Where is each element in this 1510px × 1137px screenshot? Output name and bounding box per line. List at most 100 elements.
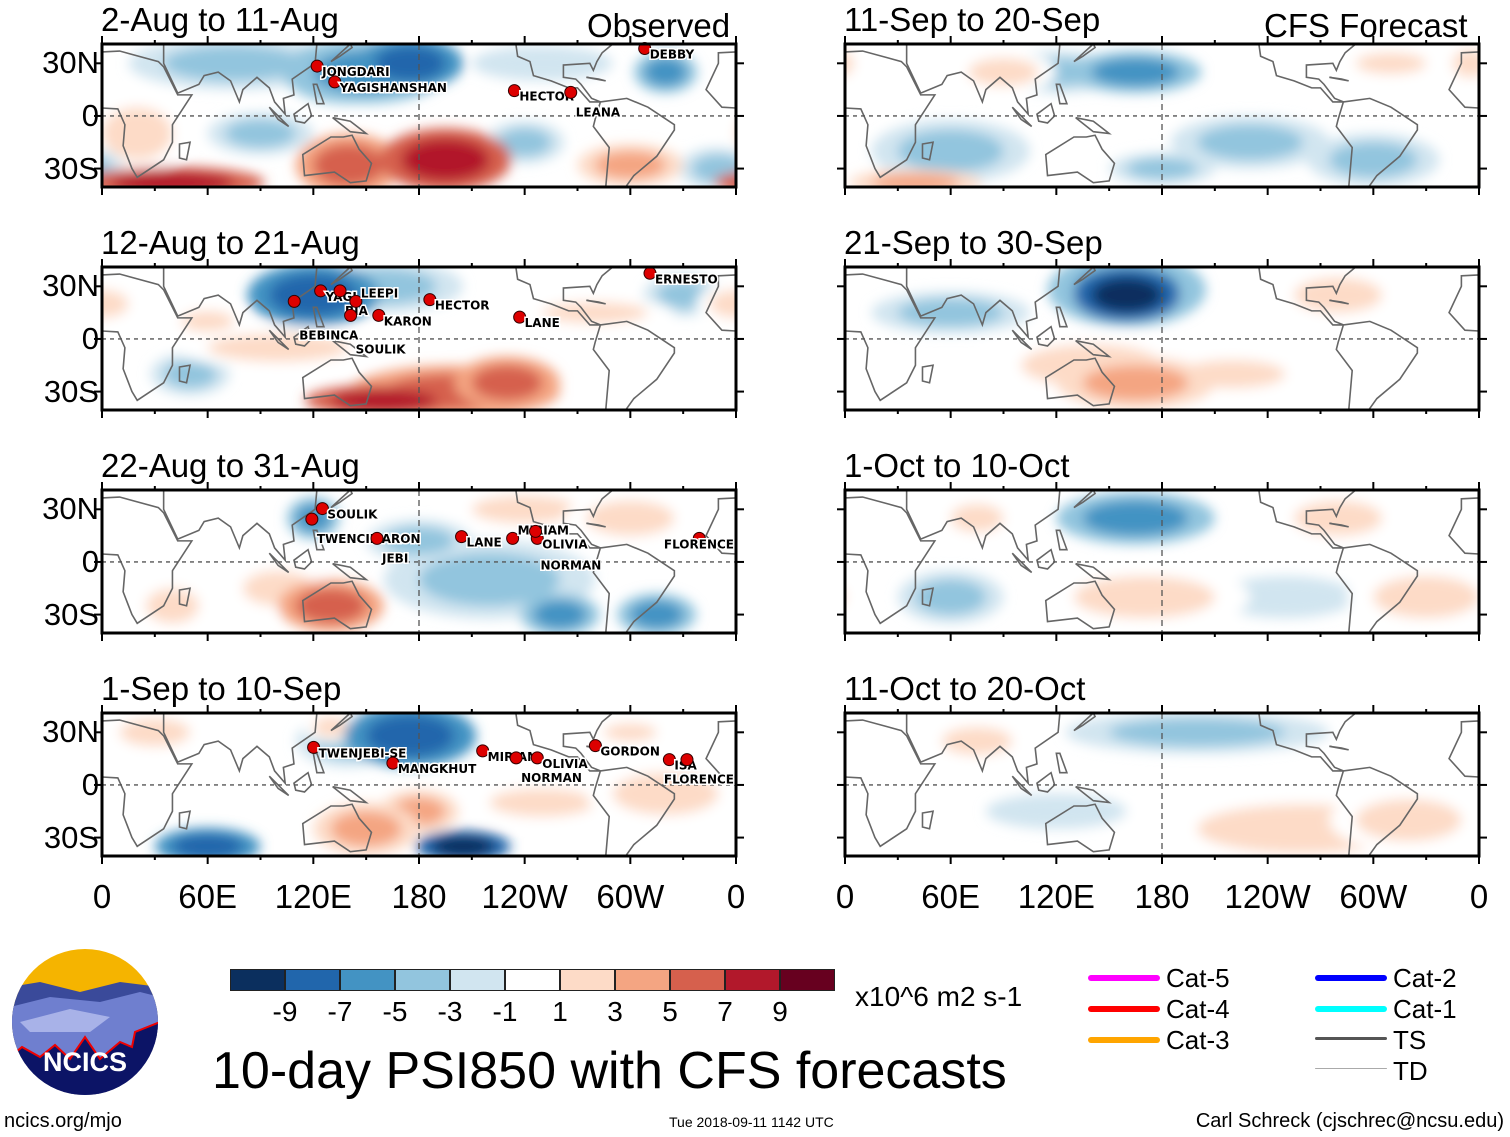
storm-label: TWENCIMARON — [317, 532, 421, 546]
anomaly-contour — [845, 44, 863, 84]
coastline — [1448, 274, 1479, 332]
footer-author: Carl Schreck (cjschrec@ncsu.edu) — [1195, 1110, 1504, 1132]
anomaly-contour — [798, 360, 851, 388]
anomaly-contour — [163, 359, 217, 389]
anomaly-contour — [595, 151, 666, 180]
anomaly-contour — [542, 302, 648, 324]
storm-icon — [310, 59, 324, 73]
coastline — [1258, 44, 1357, 103]
coastline — [705, 51, 736, 109]
anomaly-contour — [739, 576, 845, 618]
coastline — [586, 76, 606, 82]
anomaly-contour — [754, 718, 824, 746]
coastline — [592, 543, 676, 633]
storm-icon — [662, 753, 676, 767]
longitude-label: 60W — [596, 878, 665, 915]
coastline — [1073, 713, 1097, 732]
coastline — [1335, 543, 1419, 633]
storm-icon — [307, 740, 321, 754]
colorbar-label: 9 — [772, 996, 788, 1027]
coastline — [813, 142, 824, 160]
coastline — [1036, 548, 1056, 570]
colorbar-swatch — [340, 969, 395, 991]
anomaly-contour — [1091, 277, 1162, 313]
coastline — [178, 810, 192, 830]
coastline — [1073, 490, 1097, 509]
colorbar-swatch — [725, 969, 780, 991]
legend-line-cat-1 — [1315, 1006, 1387, 1012]
longitude-label: 0 — [92, 878, 112, 915]
colorbar-label: 1 — [552, 996, 568, 1027]
coastline — [293, 548, 313, 570]
storm-icon — [530, 751, 544, 765]
coastline — [905, 713, 1061, 786]
colorbar-label: 3 — [607, 996, 623, 1027]
coastline — [102, 50, 194, 179]
anomaly-contour — [1373, 575, 1479, 619]
storm-label: SOULIK — [356, 342, 407, 356]
coastline — [1258, 713, 1357, 772]
longitude-label: 0 — [726, 878, 746, 915]
anomaly-contour — [1505, 119, 1510, 182]
anomaly-contour — [330, 811, 402, 847]
legend-label: TS — [1393, 1025, 1427, 1055]
storm-icon — [315, 502, 329, 516]
storm-icon — [588, 739, 602, 753]
coastline — [330, 44, 354, 63]
coastline — [1335, 766, 1419, 856]
coastline — [268, 775, 290, 797]
anomaly-contour — [985, 793, 1127, 829]
coastline — [845, 273, 937, 402]
anomaly-contour — [630, 600, 684, 629]
panel-title: 21-Sep to 30-Sep — [844, 224, 1103, 261]
footer-url[interactable]: ncics.org/mjo — [4, 1110, 122, 1132]
storm-label: FLORENCE — [664, 537, 734, 551]
coastline — [921, 364, 935, 384]
coastline — [1329, 522, 1349, 528]
panel-title: 11-Sep to 20-Sep — [844, 1, 1101, 38]
coastline — [705, 497, 736, 555]
coastline — [813, 588, 824, 606]
coastline — [905, 490, 1061, 563]
map-panel — [837, 36, 1487, 195]
colorbar-label: -1 — [492, 996, 518, 1027]
ncics-logo: NCICS — [12, 949, 158, 1095]
anomaly-contour — [295, 588, 367, 624]
anomaly-contour — [1073, 575, 1215, 619]
legend-label: Cat-4 — [1166, 994, 1230, 1024]
coastline — [1075, 562, 1112, 581]
storm-icon — [386, 756, 400, 770]
anomaly-contour — [313, 144, 384, 187]
colorbar-swatch — [505, 969, 560, 991]
colorbar-label: -5 — [382, 996, 408, 1027]
anomaly-contour — [1091, 58, 1180, 87]
colorbar-swatch — [615, 969, 670, 991]
anomaly-contour — [722, 799, 828, 841]
coastline — [293, 325, 313, 347]
anomaly-contour — [714, 172, 736, 187]
coastline — [332, 785, 369, 804]
latitude-label: 30S — [43, 373, 99, 409]
storm-label: LANE — [525, 316, 560, 330]
coastline — [705, 274, 736, 332]
anomaly-contour — [709, 289, 736, 318]
colorbar-label: -9 — [272, 996, 298, 1027]
coastline — [330, 267, 354, 286]
coastline — [301, 134, 373, 184]
legend-label: Cat-3 — [1166, 1025, 1230, 1055]
anomaly-contour — [401, 138, 490, 181]
storm-label: GORDON — [600, 745, 660, 759]
coastline — [1335, 97, 1419, 187]
coastline — [905, 267, 1061, 340]
storm-label: NORMAN — [541, 558, 602, 572]
coastline — [586, 299, 606, 305]
logo-text: NCICS — [43, 1047, 127, 1077]
panel-title: 11-Oct to 20-Oct — [844, 670, 1086, 707]
colorbar-swatch — [230, 969, 285, 991]
anomaly-contour — [225, 119, 296, 148]
coastline — [1075, 339, 1112, 358]
colorbar-units: x10^6 m2 s-1 — [855, 981, 1023, 1012]
storm-label: OLIVIA — [542, 537, 588, 551]
anomaly-contour — [915, 579, 986, 615]
coastline — [1258, 490, 1357, 549]
